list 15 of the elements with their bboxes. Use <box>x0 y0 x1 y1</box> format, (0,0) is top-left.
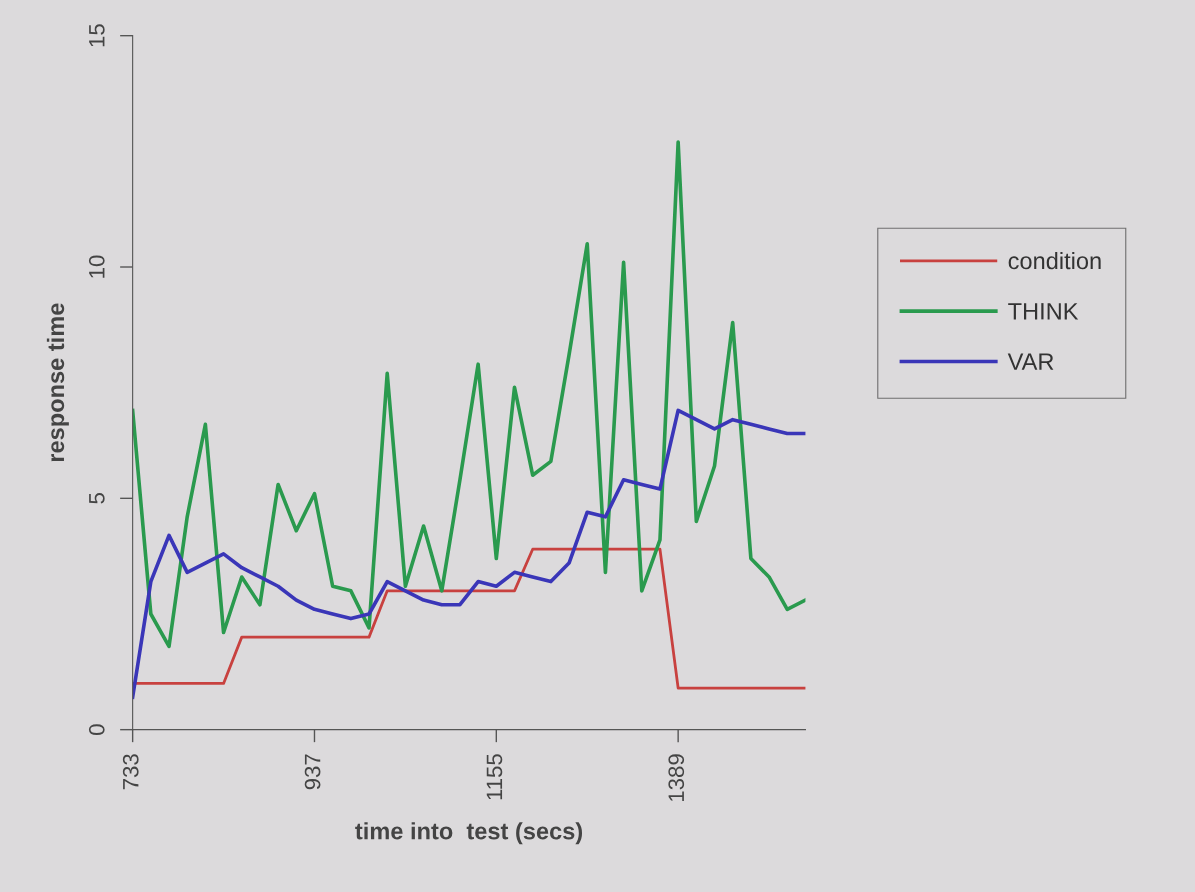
legend-label: condition <box>1008 251 1101 270</box>
y-tick-label: 5 <box>89 493 105 504</box>
line-series <box>132 408 806 700</box>
y-tick-label: 15 <box>89 24 105 47</box>
x-tick-label: 733 <box>122 754 139 790</box>
legend-label: VAR <box>1007 353 1054 370</box>
legend-label: THINK <box>1008 303 1079 320</box>
y-tick-label: 10 <box>88 255 105 278</box>
x-tick-label: 1155 <box>486 754 503 800</box>
line-series <box>132 140 806 649</box>
y-tick-label: 0 <box>88 724 105 735</box>
y-axis-title: response time <box>46 303 69 462</box>
x-tick-label: 1389 <box>668 754 685 801</box>
x-tick-label: 937 <box>304 754 321 790</box>
x-axis-title: time into test (secs) <box>355 822 583 845</box>
